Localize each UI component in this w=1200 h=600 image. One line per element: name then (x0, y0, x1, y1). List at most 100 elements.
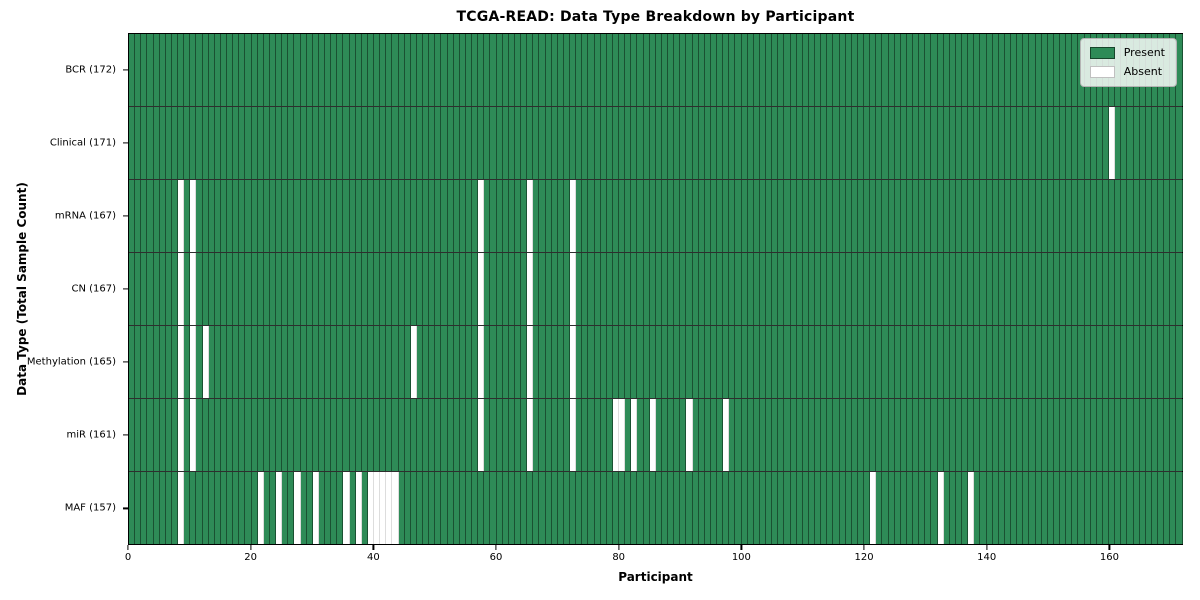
heatmap-cell (1011, 399, 1018, 471)
heatmap-cell (355, 34, 362, 106)
heatmap-cell (239, 472, 246, 544)
heatmap-cell (361, 472, 368, 544)
heatmap-cell (171, 326, 178, 398)
heatmap-cell (165, 180, 172, 252)
heatmap-cell (551, 180, 558, 252)
heatmap-cell (1060, 107, 1067, 179)
heatmap-cell (563, 180, 570, 252)
heatmap-cell (490, 399, 497, 471)
heatmap-cell (380, 399, 387, 471)
heatmap-cell (1158, 180, 1165, 252)
legend: Present Absent (1079, 38, 1177, 87)
heatmap-cell (1053, 326, 1060, 398)
heatmap-cell (337, 253, 344, 325)
heatmap-cell (992, 326, 999, 398)
heatmap-cell (214, 472, 221, 544)
heatmap-cell (913, 399, 920, 471)
heatmap-cell (214, 326, 221, 398)
heatmap-cell (1164, 472, 1171, 544)
heatmap-cell (821, 180, 828, 252)
heatmap-cell (1151, 472, 1158, 544)
heatmap-cell (851, 399, 858, 471)
heatmap-cell (729, 180, 736, 252)
heatmap-cell (135, 399, 142, 471)
heatmap-cell (735, 107, 742, 179)
heatmap-cell (772, 472, 779, 544)
heatmap-cell (1121, 107, 1128, 179)
heatmap-cell (1084, 399, 1091, 471)
heatmap-cell (631, 34, 638, 106)
heatmap-cell (637, 107, 644, 179)
heatmap-cell (778, 472, 785, 544)
heatmap-cell (1047, 253, 1054, 325)
heatmap-cell (1053, 34, 1060, 106)
heatmap-cell (1121, 326, 1128, 398)
heatmap-cell (900, 253, 907, 325)
heatmap-cell (514, 399, 521, 471)
heatmap-cell (808, 472, 815, 544)
x-tick-mark (495, 545, 497, 550)
heatmap-cell (925, 107, 932, 179)
heatmap-cell (1102, 472, 1109, 544)
heatmap-cell (1078, 253, 1085, 325)
heatmap-cell (851, 107, 858, 179)
heatmap-cell (962, 253, 969, 325)
heatmap-cell (349, 180, 356, 252)
heatmap-cell (723, 472, 730, 544)
heatmap-cell (821, 253, 828, 325)
heatmap-cell (251, 472, 258, 544)
heatmap-cell (1109, 326, 1116, 398)
heatmap-cell (1090, 107, 1097, 179)
heatmap-cell (171, 472, 178, 544)
heatmap-cell (1072, 34, 1079, 106)
heatmap-cell (980, 326, 987, 398)
heatmap-cell (263, 472, 270, 544)
heatmap-cell (864, 180, 871, 252)
heatmap-cell (784, 253, 791, 325)
heatmap-cell (171, 253, 178, 325)
heatmap-cell (600, 472, 607, 544)
heatmap-cell (888, 253, 895, 325)
heatmap-cell (343, 107, 350, 179)
heatmap-cell (453, 34, 460, 106)
heatmap-cell (410, 107, 417, 179)
heatmap-cell (490, 253, 497, 325)
heatmap-cell (502, 34, 509, 106)
heatmap-cell (919, 180, 926, 252)
heatmap-cell (796, 253, 803, 325)
heatmap-cell (759, 253, 766, 325)
heatmap-cell (233, 326, 240, 398)
heatmap-cell (147, 34, 154, 106)
heatmap-cell (1023, 34, 1030, 106)
heatmap-cell (894, 326, 901, 398)
heatmap-cell (337, 34, 344, 106)
heatmap-cell (753, 326, 760, 398)
heatmap-cell (398, 34, 405, 106)
heatmap-cell (184, 326, 191, 398)
heatmap-cell (171, 34, 178, 106)
heatmap-cell (459, 399, 466, 471)
x-tick-label: 60 (489, 552, 503, 563)
heatmap-cell (1084, 253, 1091, 325)
heatmap-cell (631, 107, 638, 179)
heatmap-cell (625, 107, 632, 179)
heatmap-cell (502, 180, 509, 252)
heatmap-cell (827, 253, 834, 325)
heatmap-cell (533, 107, 540, 179)
heatmap-cell (625, 253, 632, 325)
heatmap-cell (1011, 180, 1018, 252)
heatmap-cell (220, 107, 227, 179)
heatmap-cell (318, 107, 325, 179)
heatmap-cell (1176, 107, 1183, 179)
heatmap-cell (851, 472, 858, 544)
heatmap-cell (374, 253, 381, 325)
heatmap-cell (649, 472, 656, 544)
heatmap-cell (159, 399, 166, 471)
heatmap-cell (717, 180, 724, 252)
heatmap-cell (141, 253, 148, 325)
heatmap-cell (539, 399, 546, 471)
heatmap-cell (643, 399, 650, 471)
heatmap-cell (429, 399, 436, 471)
heatmap-cell (251, 326, 258, 398)
heatmap-cell (233, 34, 240, 106)
